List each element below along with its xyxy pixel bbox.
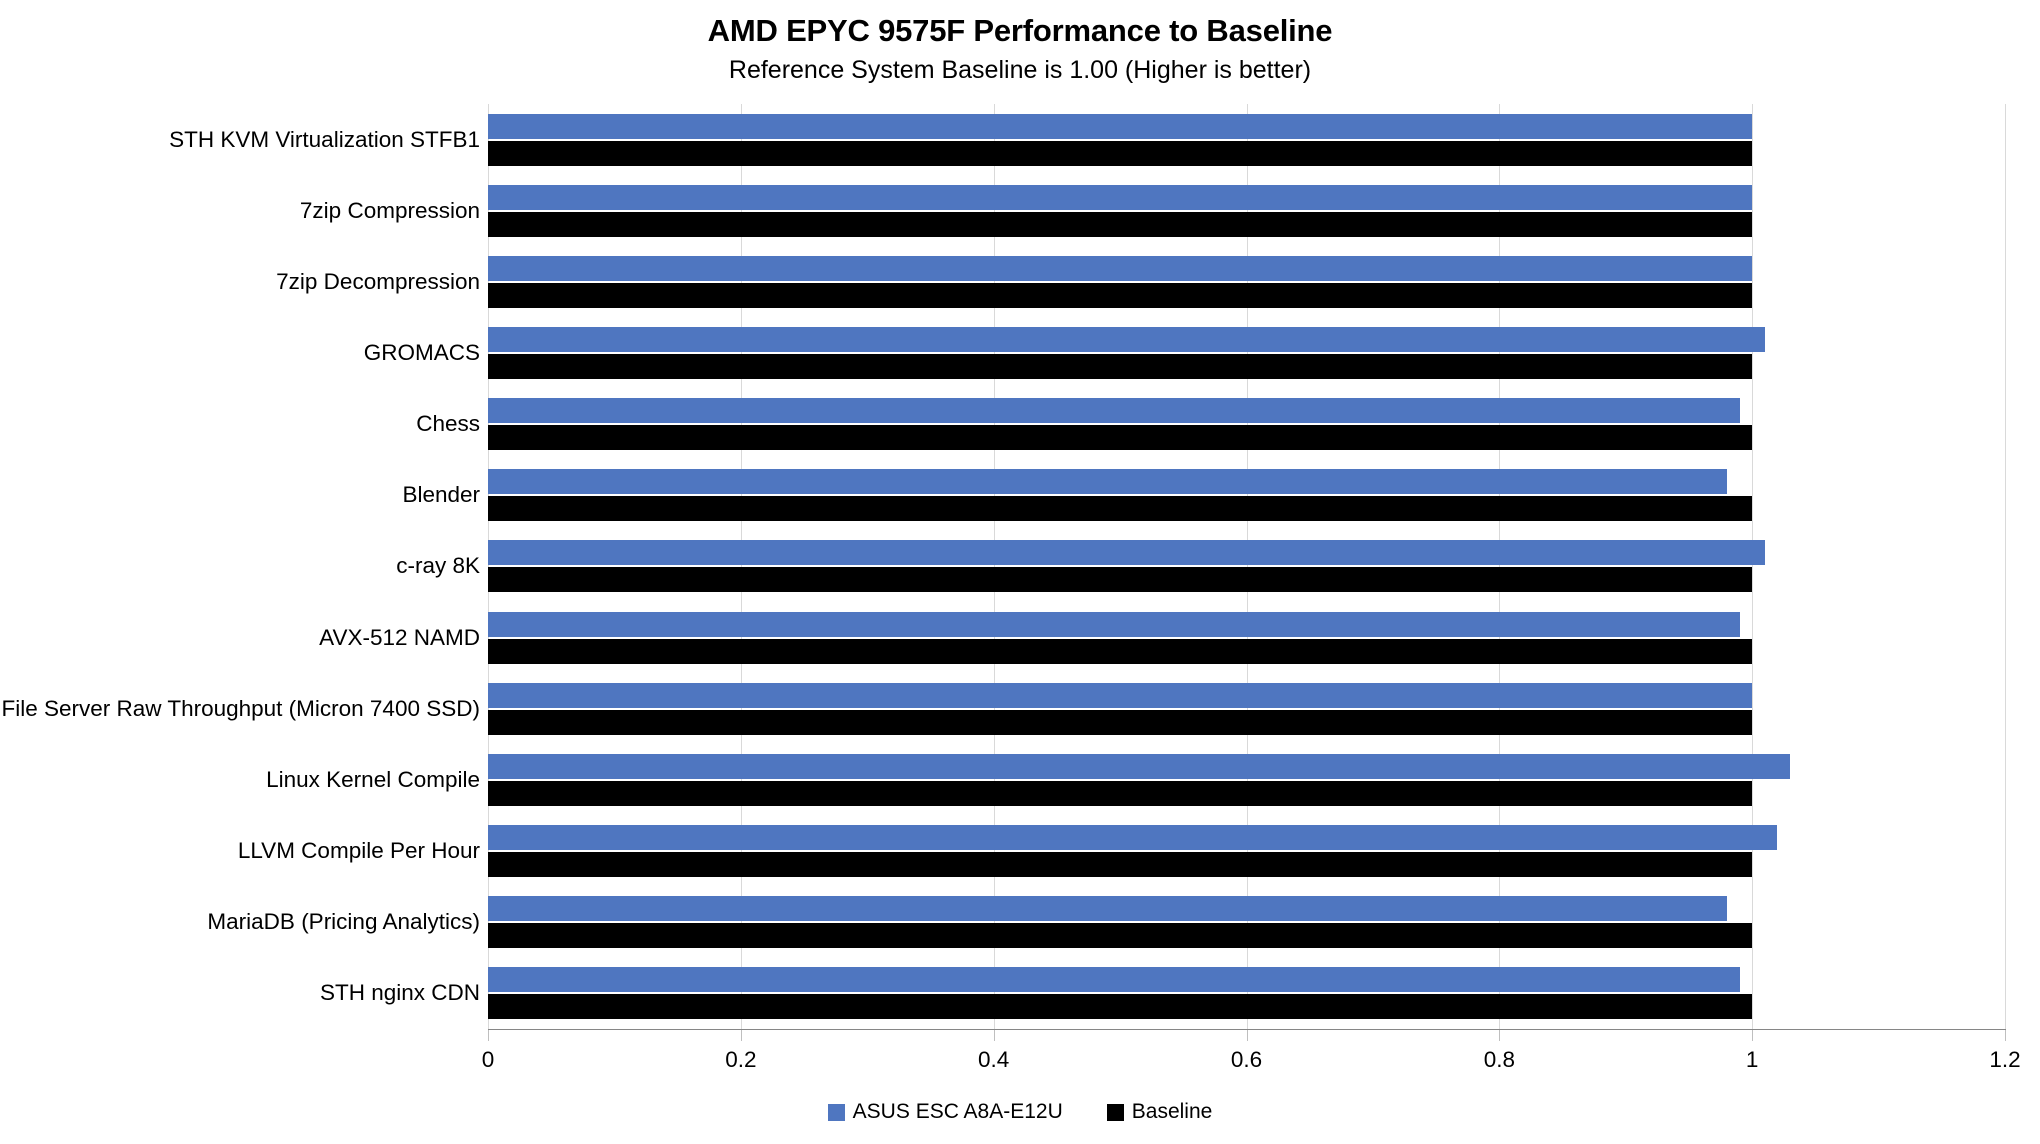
x-axis-tick-label: 1.2 [1989, 1047, 2021, 1072]
bar-series-b [488, 354, 1753, 380]
x-axis-tick-label: 0.2 [725, 1047, 757, 1072]
bar-group-row: STH nginx CDN [0, 958, 2040, 1029]
bar-series-a [488, 896, 1727, 922]
tick-mark-0.6 [1246, 1030, 1248, 1041]
category-label: Chess [416, 411, 480, 437]
bar-group-row: Linux Kernel Compile [0, 744, 2040, 815]
bar-group-row: Chess [0, 389, 2040, 460]
category-label: STH nginx CDN [319, 980, 480, 1006]
x-axis-tick-label: 0 [481, 1047, 495, 1072]
bar-group-row: 7zip Compression [0, 175, 2040, 246]
bar-series-b [488, 425, 1753, 451]
tick-mark-0.4 [993, 1030, 995, 1041]
category-label: 7zip Compression [299, 197, 480, 223]
bar-group-row: 7zip Decompression [0, 246, 2040, 317]
bar-series-a [488, 611, 1740, 637]
bar-rows: STH KVM Virtualization STFB1 7zip Compres… [0, 104, 2040, 1029]
bar-group-row: AVX-512 NAMD [0, 602, 2040, 673]
gridline-1 [1752, 104, 1754, 1029]
x-axis-tick-label: 1 [1745, 1047, 1759, 1072]
legend-label: ASUS ESC A8A-E12U [852, 1100, 1063, 1123]
bar-series-b [488, 496, 1753, 522]
bar-group-row: MariaDB (Pricing Analytics) [0, 887, 2040, 958]
bar-series-a [488, 753, 1791, 779]
bar-series-a [488, 327, 1765, 353]
gridline-0.8 [1499, 104, 1501, 1029]
bar-series-a [488, 255, 1753, 281]
category-label: LLVM Compile Per Hour [237, 838, 480, 864]
gridline-1.2 [2005, 104, 2006, 1029]
bar-series-a [488, 682, 1753, 708]
gridline-0.6 [1246, 104, 1248, 1029]
category-label: c-ray 8K [396, 553, 480, 579]
x-axis-line [488, 1029, 2006, 1030]
tick-mark-1 [1752, 1030, 1754, 1041]
bar-series-b [488, 994, 1753, 1020]
bar-group-row: File Server Raw Throughput (Micron 7400 … [0, 673, 2040, 744]
legend-swatch-icon [827, 1103, 845, 1121]
bar-series-a [488, 540, 1765, 566]
category-label: AVX-512 NAMD [319, 624, 480, 650]
bar-series-a [488, 469, 1727, 495]
page-title: AMD EPYC 9575F Performance to Baseline [707, 13, 1333, 48]
bar-series-b [488, 852, 1753, 878]
tick-mark-0 [488, 1030, 489, 1041]
chart-subtitle: Reference System Baseline is 1.00 (Highe… [728, 56, 1312, 84]
bar-series-b [488, 638, 1753, 664]
category-label: Blender [402, 482, 480, 508]
tick-mark-0.8 [1499, 1030, 1501, 1041]
bar-series-b [488, 709, 1753, 735]
bar-series-b [488, 211, 1753, 237]
category-label: GROMACS [363, 340, 480, 366]
bar-group-row: GROMACS [0, 317, 2040, 388]
chart-title-block: AMD EPYC 9575F Performance to Baseline R… [0, 12, 2040, 87]
plot-area [488, 104, 2006, 1029]
legend-item[interactable]: Baseline [1106, 1100, 1213, 1124]
bar-series-b [488, 567, 1753, 593]
category-label: STH KVM Virtualization STFB1 [169, 126, 480, 152]
x-axis-tick-label: 0.6 [1230, 1047, 1263, 1072]
legend-item[interactable]: ASUS ESC A8A-E12U [827, 1100, 1063, 1124]
bar-series-a [488, 967, 1740, 993]
gridline-0.2 [740, 104, 742, 1029]
legend-swatch-icon [1106, 1103, 1124, 1121]
bar-group-row: c-ray 8K [0, 531, 2040, 602]
bar-series-b [488, 282, 1753, 308]
gridline-0 [488, 104, 489, 1029]
x-axis-tick-label: 0.4 [978, 1047, 1010, 1072]
gridline-0.4 [993, 104, 995, 1029]
bar-series-b [488, 780, 1753, 806]
bar-series-a [488, 398, 1740, 424]
bar-group-row: Blender [0, 460, 2040, 531]
bar-group-row: STH KVM Virtualization STFB1 [0, 104, 2040, 175]
category-label: MariaDB (Pricing Analytics) [207, 909, 480, 935]
bar-series-b [488, 923, 1753, 949]
bar-series-a [488, 825, 1778, 851]
tick-mark-1.2 [2005, 1030, 2006, 1041]
bar-series-b [488, 140, 1753, 166]
category-label: File Server Raw Throughput (Micron 7400 … [1, 695, 480, 721]
category-label: Linux Kernel Compile [266, 766, 480, 792]
category-label: 7zip Decompression [276, 268, 480, 294]
bar-series-a [488, 184, 1753, 210]
bar-series-a [488, 113, 1753, 139]
chart-legend: ASUS ESC A8A-E12U Baseline [0, 1100, 2040, 1124]
legend-label: Baseline [1131, 1100, 1213, 1123]
tick-mark-0.2 [740, 1030, 742, 1041]
x-axis-tick-label: 0.8 [1483, 1047, 1515, 1072]
bar-group-row: LLVM Compile Per Hour [0, 816, 2040, 887]
